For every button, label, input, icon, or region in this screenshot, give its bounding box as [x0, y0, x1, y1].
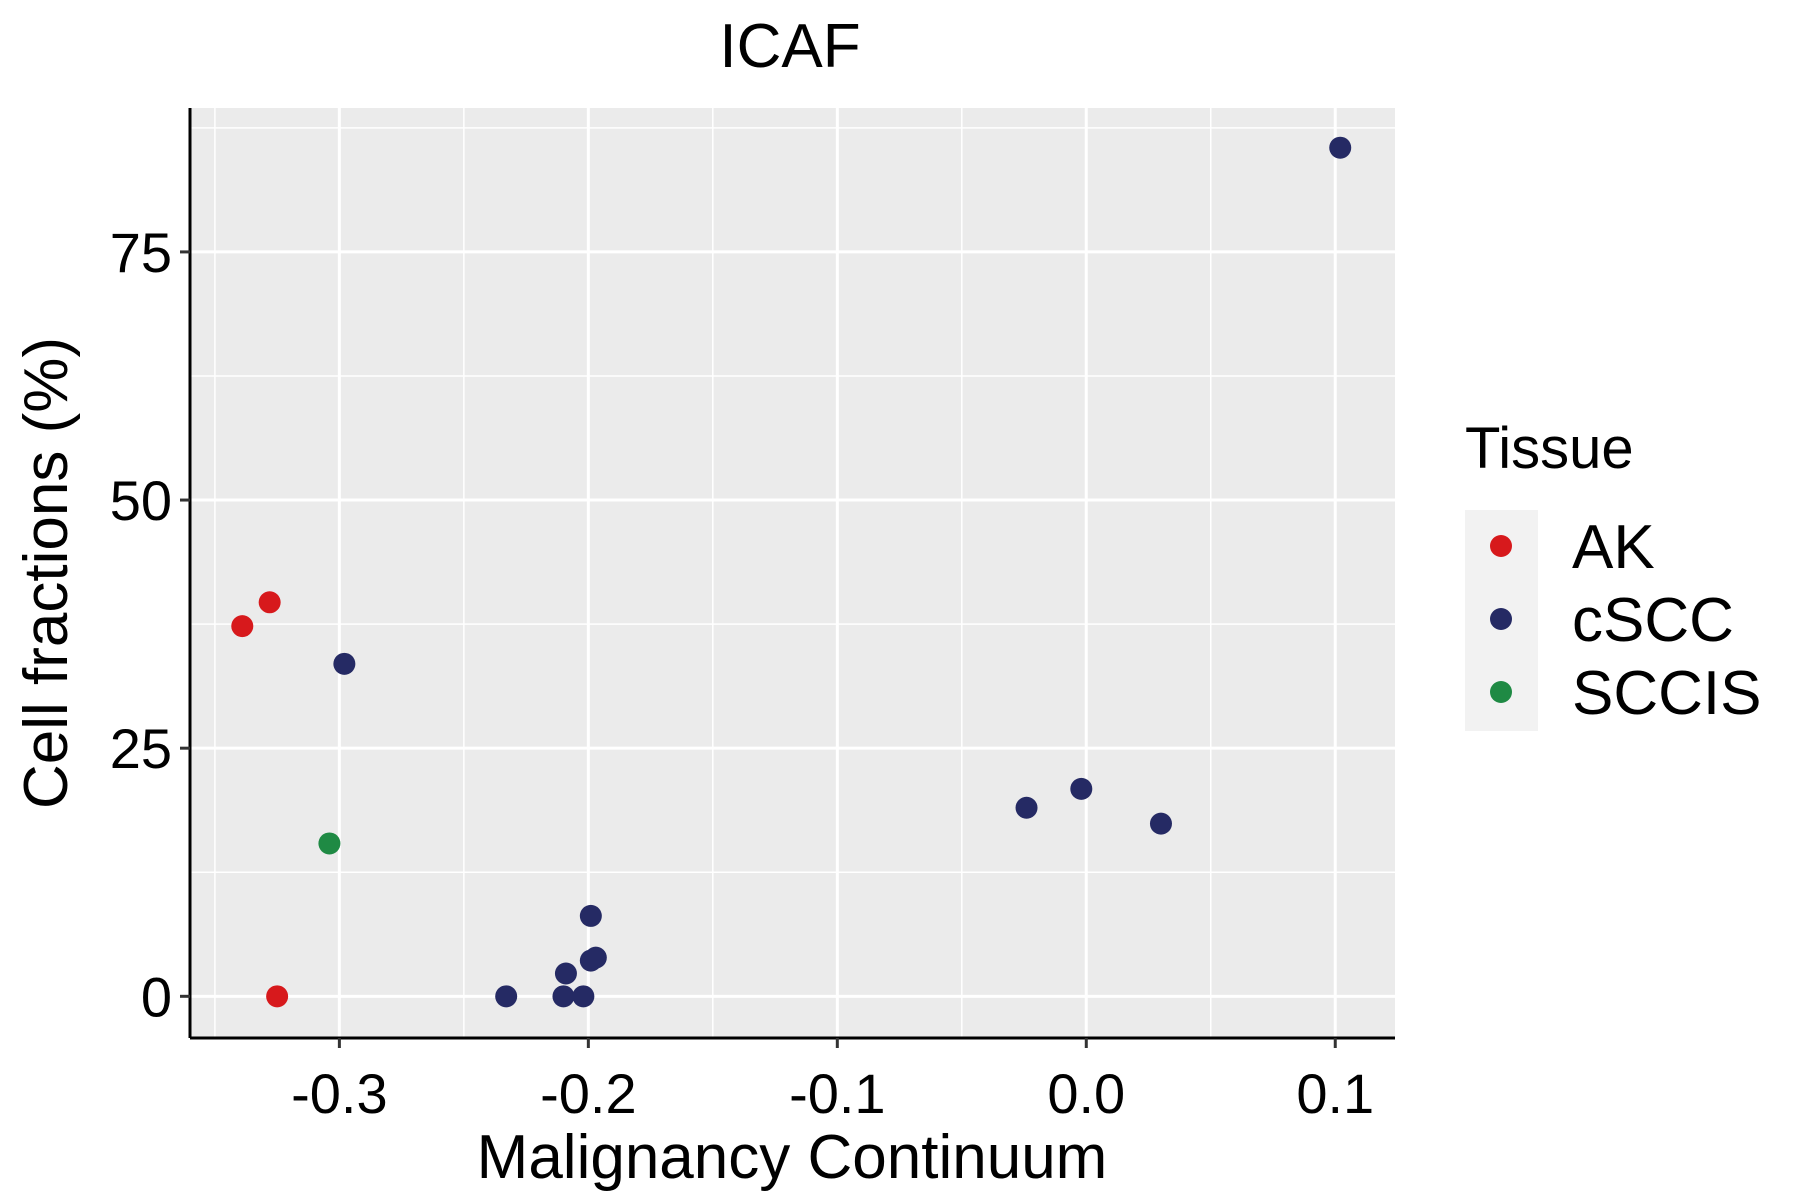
y-tick-label-3: 75 — [110, 221, 172, 284]
point-cscc-0 — [333, 652, 356, 675]
legend-label-sccis: SCCIS — [1572, 659, 1761, 728]
legend-key-ak — [1490, 535, 1512, 557]
y-tick-label-1: 25 — [110, 717, 172, 780]
data-points — [231, 136, 1352, 1008]
chart-title: ICAF — [719, 12, 860, 81]
point-ak-0 — [231, 615, 254, 638]
point-ak-2 — [266, 985, 289, 1008]
point-cscc-5 — [579, 904, 602, 927]
x-tick-label-3: 0.0 — [1047, 1062, 1125, 1125]
x-tick-label-4: 0.1 — [1296, 1062, 1374, 1125]
legend-key-sccis — [1490, 681, 1512, 703]
major-gridlines — [190, 108, 1395, 1038]
point-cscc-7 — [584, 946, 607, 969]
point-cscc-3 — [552, 985, 575, 1008]
point-cscc-10 — [1149, 812, 1172, 835]
x-tick-label-2: -0.1 — [789, 1062, 886, 1125]
point-sccis-0 — [318, 832, 341, 855]
point-cscc-9 — [1070, 777, 1093, 800]
x-axis-title: Malignancy Continuum — [477, 1123, 1108, 1192]
y-axis-title: Cell fractions (%) — [12, 337, 81, 809]
point-cscc-1 — [495, 985, 518, 1008]
x-axis-ticks: -0.3 -0.2 -0.1 0.0 0.1 — [291, 1038, 1374, 1125]
minor-gridlines — [190, 108, 1395, 1038]
y-tick-label-0: 0 — [141, 965, 172, 1028]
y-tick-label-2: 50 — [110, 469, 172, 532]
legend-title: Tissue — [1465, 416, 1634, 481]
legend-key-cscc — [1490, 608, 1512, 630]
legend-label-cscc: cSCC — [1572, 586, 1734, 655]
plot-panel — [190, 108, 1395, 1038]
point-ak-1 — [258, 591, 281, 614]
point-cscc-2 — [554, 962, 577, 985]
legend-label-ak: AK — [1572, 513, 1655, 582]
point-cscc-8 — [1015, 796, 1038, 819]
x-tick-label-0: -0.3 — [291, 1062, 388, 1125]
x-tick-label-1: -0.2 — [540, 1062, 637, 1125]
y-axis-ticks: 0 25 50 75 — [110, 221, 190, 1028]
point-cscc-11 — [1329, 136, 1352, 159]
point-cscc-4 — [572, 985, 595, 1008]
